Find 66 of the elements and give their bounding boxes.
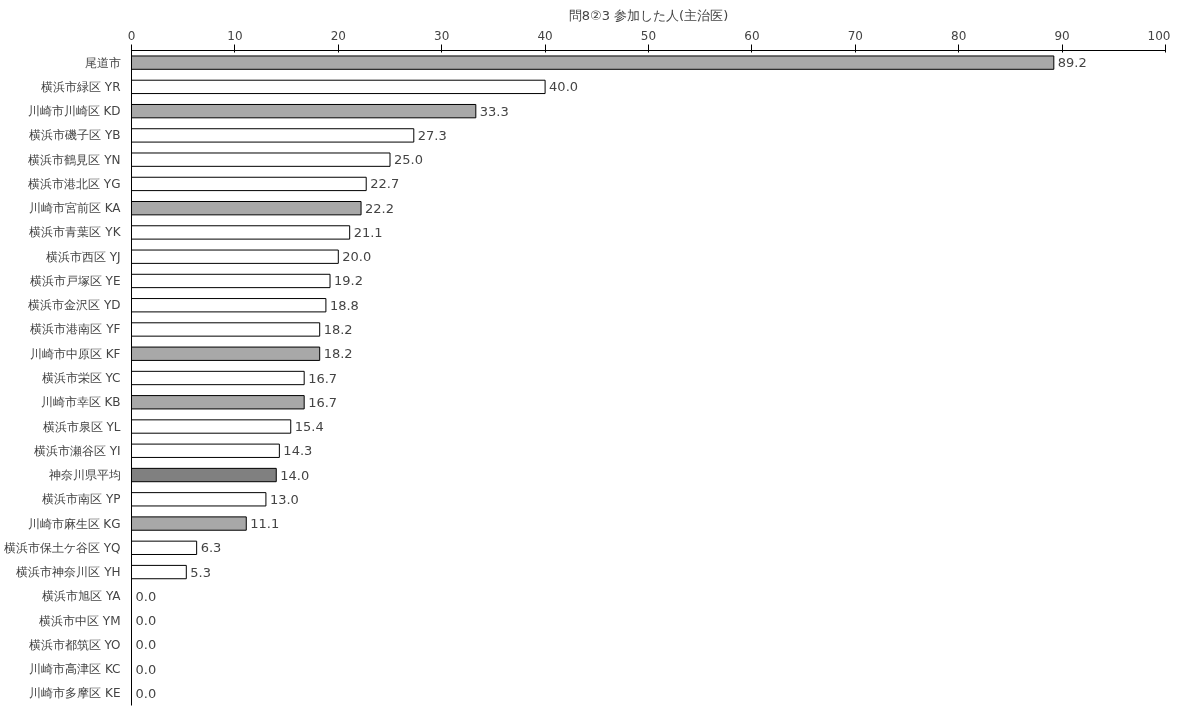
x-tick-label: 60 bbox=[744, 28, 760, 43]
data-label: 5.3 bbox=[190, 564, 211, 580]
data-label: 22.2 bbox=[365, 200, 394, 216]
x-tick-label: 100 bbox=[1147, 28, 1171, 43]
x-tick-label: 10 bbox=[227, 28, 243, 43]
y-tick-label: 川崎市川崎区 KD bbox=[27, 104, 121, 119]
y-tick-label: 横浜市鶴見区 YN bbox=[28, 152, 121, 167]
y-tick-label: 尾道市 bbox=[84, 55, 121, 70]
data-label: 0.0 bbox=[135, 661, 157, 677]
y-tick-label: 横浜市旭区 YA bbox=[42, 589, 122, 604]
y-tick-label: 横浜市中区 YM bbox=[39, 613, 121, 628]
y-tick-label: 川崎市高津区 KC bbox=[29, 662, 121, 677]
data-label: 18.2 bbox=[323, 321, 353, 337]
x-tick-label: 20 bbox=[330, 28, 346, 43]
y-tick-label: 川崎市幸区 KB bbox=[40, 395, 121, 410]
data-label: 27.3 bbox=[417, 127, 447, 143]
y-tick-label: 神奈川県平均 bbox=[48, 468, 121, 483]
data-label: 0.0 bbox=[135, 613, 157, 629]
y-tick-label: 横浜市港北区 YG bbox=[28, 176, 121, 191]
data-label: 0.0 bbox=[135, 637, 157, 653]
data-label: 13.0 bbox=[269, 491, 299, 507]
data-label: 16.7 bbox=[308, 370, 338, 386]
y-tick-label: 川崎市宮前区 KA bbox=[28, 201, 122, 216]
data-label: 18.8 bbox=[329, 297, 359, 313]
y-tick-label: 横浜市泉区 YL bbox=[42, 419, 121, 434]
y-tick-label: 川崎市麻生区 KG bbox=[27, 516, 121, 531]
x-tick-label: 0 bbox=[127, 28, 136, 43]
data-label: 18.2 bbox=[323, 346, 353, 362]
data-label: 16.7 bbox=[308, 394, 338, 410]
data-label: 25.0 bbox=[394, 152, 423, 168]
y-tick-label: 横浜市戸塚区 YE bbox=[29, 273, 121, 288]
x-tick-label: 70 bbox=[847, 28, 863, 43]
x-tick-label: 50 bbox=[640, 28, 657, 43]
x-tick-label: 80 bbox=[951, 28, 967, 43]
y-tick-label: 横浜市磯子区 YB bbox=[29, 128, 121, 143]
chart-title: 問8②3 参加した人(主治医) bbox=[568, 7, 729, 23]
y-tick-label: 横浜市港南区 YF bbox=[30, 322, 121, 337]
y-tick-label: 横浜市青葉区 YK bbox=[29, 225, 122, 240]
data-label: 14.3 bbox=[283, 443, 313, 459]
y-tick-label: 横浜市神奈川区 YH bbox=[16, 565, 121, 580]
data-label: 0.0 bbox=[135, 685, 157, 701]
y-tick-label: 横浜市保土ケ谷区 YQ bbox=[3, 540, 121, 555]
data-label: 22.7 bbox=[370, 176, 400, 192]
y-tick-label: 川崎市中原区 KF bbox=[29, 346, 121, 361]
data-label: 11.1 bbox=[250, 516, 280, 532]
y-tick-label: 横浜市都筑区 YO bbox=[28, 637, 121, 652]
data-label: 6.3 bbox=[200, 540, 222, 556]
data-label: 89.2 bbox=[1057, 55, 1087, 71]
y-tick-label: 横浜市金沢区 YD bbox=[28, 298, 121, 313]
data-label: 0.0 bbox=[135, 588, 157, 604]
x-tick-label: 90 bbox=[1054, 28, 1070, 43]
y-tick-label: 横浜市栄区 YC bbox=[41, 371, 121, 385]
data-label: 33.3 bbox=[479, 103, 509, 119]
y-tick-label: 川崎市多摩区 KE bbox=[29, 686, 121, 701]
y-tick-label: 横浜市南区 YP bbox=[42, 492, 121, 507]
y-tick-label: 横浜市瀬谷区 YI bbox=[33, 443, 121, 458]
data-label: 40.0 bbox=[549, 79, 579, 95]
y-tick-label: 横浜市西区 YJ bbox=[45, 249, 121, 264]
data-label: 21.1 bbox=[353, 224, 383, 240]
x-tick-label: 40 bbox=[537, 28, 553, 43]
data-label: 19.2 bbox=[334, 273, 363, 289]
y-tick-label: 横浜市緑区 YR bbox=[41, 79, 121, 94]
x-tick-label: 30 bbox=[434, 28, 450, 43]
data-label: 15.4 bbox=[294, 419, 324, 435]
data-label: 20.0 bbox=[342, 249, 372, 265]
data-label: 14.0 bbox=[280, 467, 310, 483]
